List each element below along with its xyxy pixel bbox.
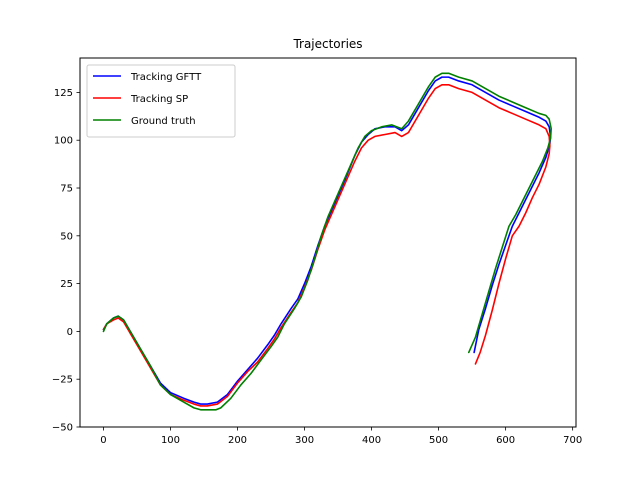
x-tick-label: 300: [295, 435, 314, 446]
chart-title: Trajectories: [292, 37, 362, 51]
plot-frame: [79, 57, 577, 428]
legend: Tracking GFTT Tracking SP Ground truth: [86, 64, 236, 138]
x-tick-label: 400: [362, 435, 381, 446]
x-tick-label: 500: [429, 435, 448, 446]
x-tick-label: 700: [563, 435, 582, 446]
y-tick-label: 50: [60, 231, 73, 242]
series-line-1: [102, 83, 551, 407]
legend-label-2: Ground truth: [131, 116, 196, 127]
legend-box: [86, 64, 236, 138]
axis-ticks: 0 100 200 300 400 500 600 700 −50 −25 0 25 50 75 100 12…: [52, 88, 582, 446]
y-tick-label: 100: [54, 136, 73, 147]
legend-label-1: Tracking SP: [130, 94, 188, 105]
y-tick-label: 125: [54, 88, 73, 99]
y-tick-label: 0: [67, 327, 73, 338]
x-tick-label: 600: [496, 435, 515, 446]
series-lines: [102, 72, 552, 411]
x-tick-label: 0: [100, 435, 106, 446]
series-line-2: [102, 72, 552, 411]
x-tick-label: 200: [228, 435, 247, 446]
legend-label-0: Tracking GFTT: [130, 72, 202, 83]
y-tick-label: −50: [52, 423, 73, 434]
y-tick-label: 75: [60, 184, 73, 195]
y-tick-label: −25: [52, 375, 73, 386]
y-tick-label: 25: [60, 279, 73, 290]
x-tick-label: 100: [161, 435, 180, 446]
